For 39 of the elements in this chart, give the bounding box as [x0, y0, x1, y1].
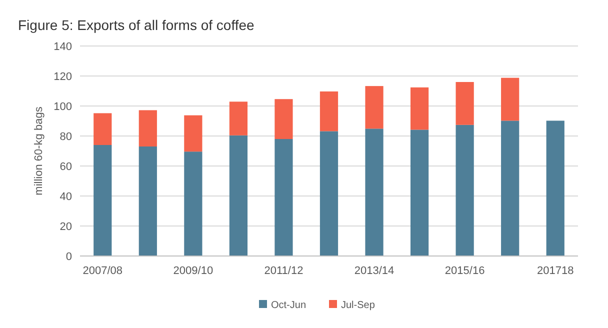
bar — [365, 128, 384, 256]
bar — [274, 139, 293, 256]
legend-label: Oct-Jun — [271, 300, 306, 311]
y-axis-title: million 60-kg bags — [33, 106, 45, 196]
x-tick-label: 201718 — [537, 265, 574, 277]
bar — [320, 91, 338, 132]
bar — [546, 120, 564, 256]
x-tick-label: 2009/10 — [173, 265, 214, 277]
bar — [184, 152, 202, 256]
bar — [184, 115, 202, 152]
bar — [94, 113, 112, 145]
y-tick-label: 40 — [60, 190, 72, 203]
bar — [274, 99, 293, 139]
y-tick-label: 80 — [60, 130, 72, 143]
x-tick-label: 2013/14 — [354, 265, 394, 277]
x-tick-label: 2007/08 — [82, 265, 123, 277]
bar — [138, 110, 157, 146]
bar — [410, 87, 429, 130]
bar — [94, 145, 112, 256]
bar — [229, 135, 248, 256]
bar — [229, 102, 248, 136]
bar — [456, 124, 474, 256]
bar — [365, 86, 384, 129]
x-tick-label: 2011/12 — [264, 265, 304, 277]
bar — [138, 146, 157, 256]
bar — [410, 130, 429, 256]
x-tick-label: 2015/16 — [444, 265, 485, 277]
y-tick-label: 120 — [54, 70, 72, 83]
bar — [501, 120, 520, 256]
bar — [456, 82, 474, 125]
y-tick-label: 100 — [54, 100, 72, 113]
bar — [501, 78, 520, 121]
chart-title: Figure 5: Exports of all forms of coffee — [18, 17, 255, 33]
y-tick-label: 0 — [66, 250, 72, 263]
legend-label: Jul-Sep — [341, 300, 376, 311]
y-tick-label: 60 — [60, 160, 72, 173]
bar — [320, 131, 338, 256]
y-tick-label: 20 — [60, 220, 72, 233]
y-tick-label: 140 — [54, 40, 72, 53]
